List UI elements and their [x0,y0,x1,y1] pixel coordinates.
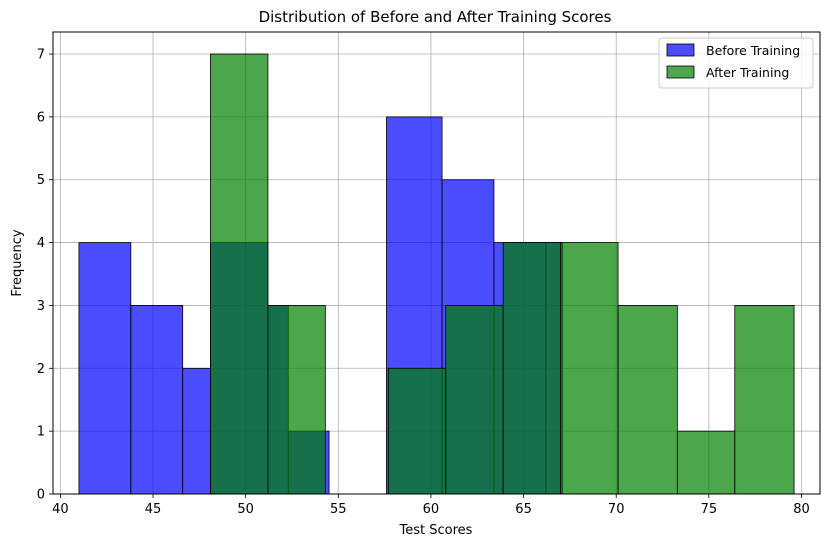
plot-frame [52,31,821,495]
y-tick-label: 5 [37,173,45,188]
bar-after-training [267,305,326,495]
legend-swatch-after [666,65,695,79]
y-tick-label: 6 [37,110,45,125]
x-tick-label: 65 [515,502,532,517]
bar-after-training [502,242,562,495]
bar-before-training [182,367,211,495]
series-after-training [210,53,795,495]
bar-before-training [130,305,184,495]
legend-swatch-before [666,43,695,57]
x-tick-label: 75 [701,502,718,517]
x-axis-label: Test Scores [399,523,473,538]
y-tick-label: 1 [37,425,45,440]
legend-label-after: After Training [706,65,789,80]
bar-after-training [676,430,736,495]
x-tick-label: 70 [608,502,625,517]
bar-after-training [617,305,678,495]
bar-before-training [78,242,132,495]
bar-after-training [560,242,619,495]
x-tick-label: 50 [237,502,254,517]
chart-title: Distribution of Before and After Trainin… [259,8,612,26]
x-tick-label: 80 [793,502,810,517]
bar-after-training [734,305,795,495]
y-tick-label: 7 [37,48,45,63]
y-tick-label: 3 [37,299,45,314]
x-tick-label: 60 [423,502,440,517]
bar-after-training [445,305,504,495]
x-tick-label: 45 [145,502,162,517]
y-tick-label: 4 [37,236,45,251]
y-tick-label: 0 [37,488,45,503]
legend-label-before: Before Training [706,43,800,58]
x-axis-ticks: 40 45 50 55 60 65 70 75 80 [52,494,810,517]
x-tick-label: 55 [330,502,347,517]
x-tick-label: 40 [52,502,69,517]
y-axis-label: Frequency [10,229,25,296]
legend-box [658,37,814,89]
legend: Before Training After Training [658,37,814,89]
bar-after-training [387,367,447,495]
y-axis-ticks: 0 1 2 3 4 5 6 7 [37,48,53,503]
bar-after-training [210,53,269,495]
y-tick-label: 2 [37,362,45,377]
